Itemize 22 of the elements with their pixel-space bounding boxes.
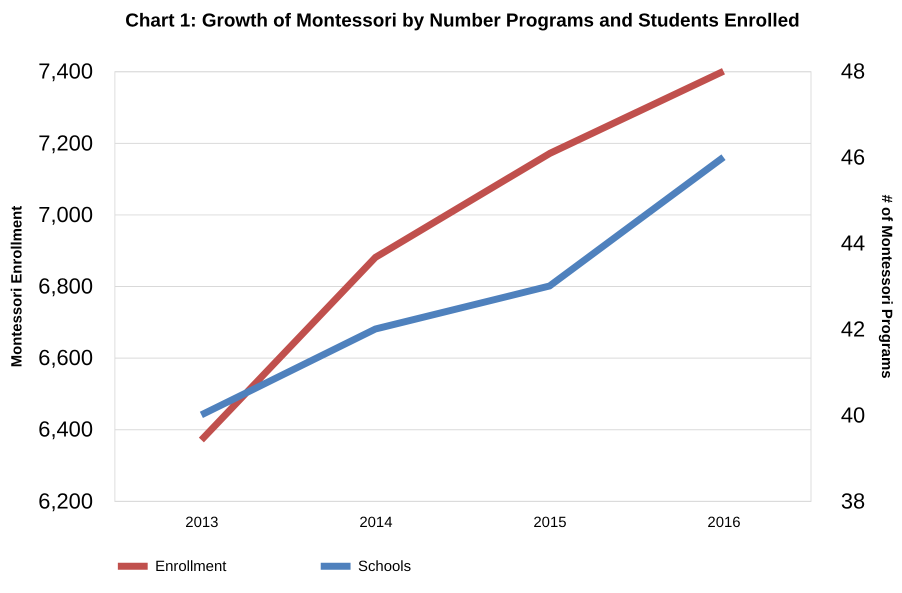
y-tick-label: 6,600	[38, 345, 93, 370]
y2-tick-label: 38	[840, 488, 866, 514]
legend-label: Schools	[358, 559, 412, 576]
y-tick-label: 6,400	[38, 416, 93, 442]
y-tick-label: 7,000	[38, 202, 93, 227]
y2-tick-label: 48	[840, 58, 866, 84]
y2-tick-label: 46	[840, 144, 866, 170]
y-tick-label: 7,400	[38, 58, 93, 84]
y-axis-title: Montessori Enrollment	[9, 206, 26, 368]
y2-tick-label: 44	[840, 230, 866, 256]
y2-axis-title: # of Montessori Programs	[878, 194, 894, 378]
y-tick-label: 7,200	[38, 130, 93, 156]
x-tick-label: 2015	[533, 515, 567, 532]
chart-title: Chart 1: Growth of Montessori by Number Programs and Students Enrolled	[125, 10, 800, 32]
y-tick-label: 6,200	[38, 488, 93, 514]
y-tick-label: 6,800	[38, 274, 93, 298]
x-tick-label: 2013	[185, 515, 218, 532]
y2-tick-label: 40	[840, 402, 866, 428]
legend-label: Enrollment	[155, 559, 228, 576]
y2-tick-label: 42	[840, 316, 866, 342]
x-tick-label: 2016	[707, 515, 741, 532]
x-tick-label: 2014	[359, 515, 392, 532]
